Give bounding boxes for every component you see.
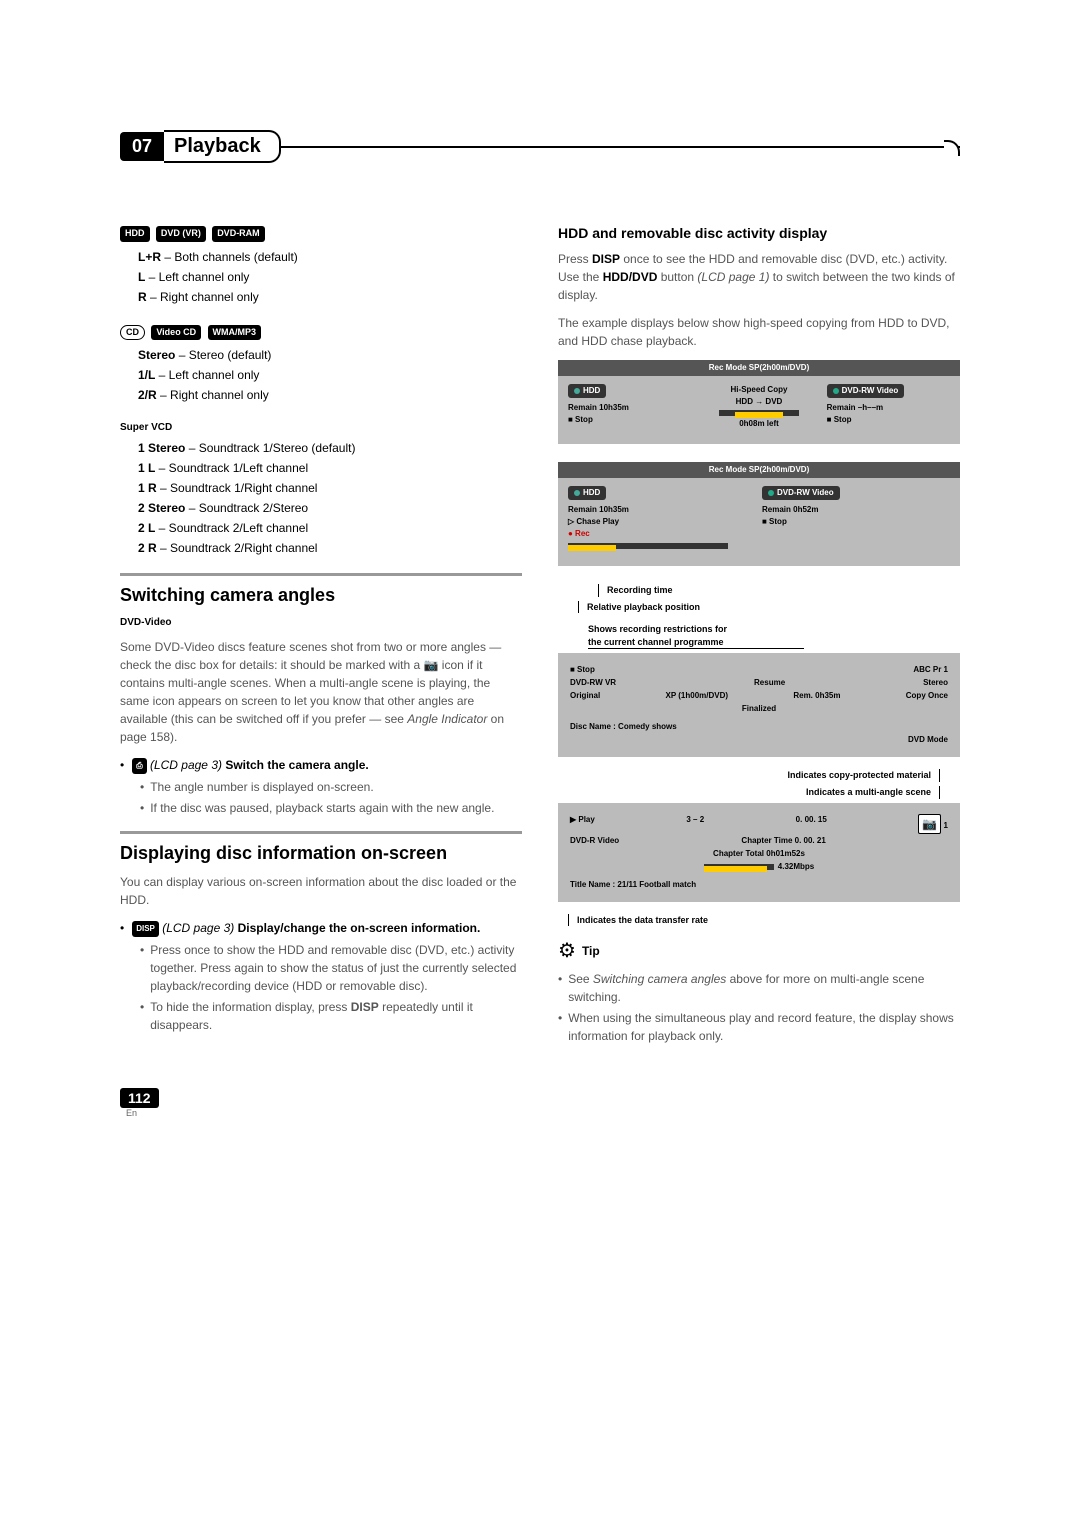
page-number: 112 — [120, 1088, 159, 1108]
badge-video-cd: Video CD — [151, 325, 201, 341]
section-rule-2 — [120, 831, 522, 834]
badge-row-2: CD Video CD WMA/MP3 — [120, 322, 522, 341]
left-column: HDD DVD (VR) DVD-RAM L+R – Both channels… — [120, 223, 522, 1048]
info-grid-2: ▶ Play 3 – 2 0. 00. 15 📷 1 DVD-R Video C… — [558, 803, 960, 902]
chapter-rule — [280, 146, 960, 148]
info-grid-1: ■ StopABC Pr 1 DVD-RW VRResumeStereo Ori… — [558, 653, 960, 757]
right-column: HDD and removable disc activity display … — [558, 223, 960, 1048]
chapter-number: 07 — [120, 132, 164, 161]
badge-row-1: HDD DVD (VR) DVD-RAM — [120, 223, 522, 242]
badge-cd: CD — [120, 325, 145, 341]
bullet-switch-angle: • ⎙ (LCD page 3) Switch the camera angle… — [120, 756, 522, 774]
panel2-hdd-tab: HDD — [568, 486, 606, 500]
panel1-head: Rec Mode SP(2h00m/DVD) — [558, 360, 960, 376]
display-panel-2: Rec Mode SP(2h00m/DVD) HDD Remain 10h35m… — [558, 462, 960, 566]
angle-sub-bullets: •The angle number is displayed on-screen… — [120, 778, 522, 817]
channel-list-3: 1 Stereo – Soundtrack 1/Stereo (default)… — [120, 439, 522, 557]
display-panel-1: Rec Mode SP(2h00m/DVD) HDD Remain 10h35m… — [558, 360, 960, 444]
section-title-angles: Switching camera angles — [120, 582, 522, 609]
chapter-header: 07 Playback — [120, 130, 960, 163]
tip-bullet-2: •When using the simultaneous play and re… — [558, 1009, 960, 1045]
page-footer: 112 En — [120, 1088, 960, 1118]
section-title-disc-info: Displaying disc information on-screen — [120, 840, 522, 867]
dvd-led-icon-2 — [768, 490, 774, 496]
right-heading: HDD and removable disc activity display — [558, 223, 960, 244]
angle-button-icon: ⎙ — [132, 758, 146, 774]
gear-icon: ⚙ — [558, 936, 576, 966]
tip-bullet-1: •See Switching camera angles above for m… — [558, 970, 960, 1006]
callout-playback-position: Relative playback position — [558, 601, 960, 614]
angles-body: Some DVD-Video discs feature scenes shot… — [120, 638, 522, 746]
dvd-led-icon — [833, 388, 839, 394]
tip-header: ⚙ Tip — [558, 936, 960, 966]
badge-wma-mp3: WMA/MP3 — [208, 325, 262, 341]
panel1-hdd-tab: HDD — [568, 384, 606, 398]
chase-progress-bar — [568, 543, 728, 549]
camera-icon: 📷 — [424, 658, 439, 672]
badge-dvd-vr: DVD (VR) — [156, 226, 206, 242]
panel2-head: Rec Mode SP(2h00m/DVD) — [558, 462, 960, 478]
disp-button-icon: DISP — [132, 921, 159, 937]
chapter-title: Playback — [164, 130, 281, 163]
callout-data-rate: Indicates the data transfer rate — [558, 914, 960, 927]
copy-progress-bar — [719, 410, 799, 416]
badge-dvd-video: DVD-Video — [120, 615, 522, 630]
bullet-disp-info: • DISP (LCD page 3) Display/change the o… — [120, 919, 522, 937]
hdd-led-icon — [574, 388, 580, 394]
callout-copy-protected: Indicates copy-protected material — [558, 769, 960, 782]
callout-recording-time: Recording time — [558, 584, 960, 597]
panel2-dvd-tab: DVD-RW Video — [762, 486, 840, 500]
panel1-dvd-tab: DVD-RW Video — [827, 384, 905, 398]
badge-super-vcd: Super VCD — [120, 420, 522, 435]
right-p2: The example displays below show high-spe… — [558, 314, 960, 350]
section-rule — [120, 573, 522, 576]
callout-restrictions: Shows recording restrictions for the cur… — [558, 623, 960, 649]
channel-list-2: Stereo – Stereo (default) 1/L – Left cha… — [120, 346, 522, 404]
rate-progress-bar — [704, 864, 774, 870]
badge-dvd-ram: DVD-RAM — [212, 226, 265, 242]
callout-multi-angle: Indicates a multi-angle scene — [558, 786, 960, 799]
channel-list-1: L+R – Both channels (default) L – Left c… — [120, 248, 522, 306]
disc-info-body: You can display various on-screen inform… — [120, 873, 522, 909]
disp-sub-bullets: •Press once to show the HDD and removabl… — [120, 941, 522, 1034]
language-label: En — [126, 1108, 960, 1118]
hdd-led-icon-2 — [574, 490, 580, 496]
multi-angle-icon: 📷 — [918, 814, 941, 834]
badge-hdd: HDD — [120, 226, 150, 242]
right-p1: Press DISP once to see the HDD and remov… — [558, 250, 960, 304]
